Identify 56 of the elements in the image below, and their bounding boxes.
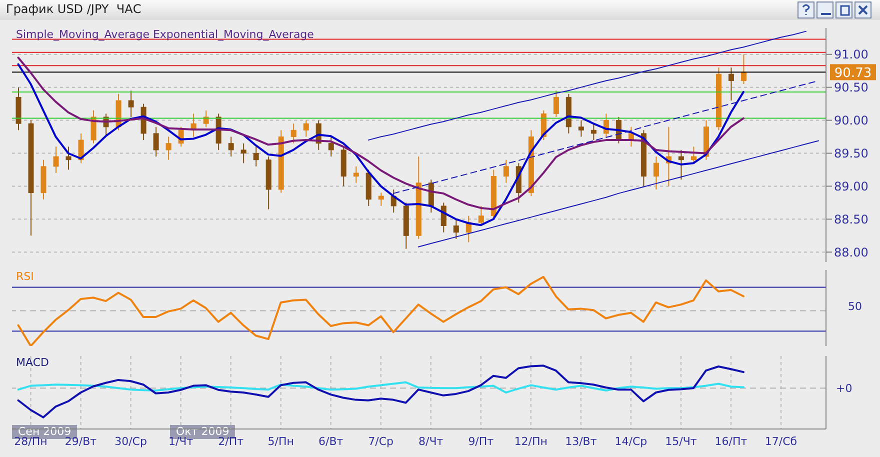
candlestick [678, 149, 684, 180]
candlestick [590, 123, 596, 141]
chart-title: MACD [16, 356, 49, 369]
candlestick [503, 159, 509, 184]
chart-title: График USD /JPY ЧАС [6, 2, 142, 16]
x-tick-label: 14/Ср [614, 434, 648, 448]
x-tick-label: 15/Чт [665, 434, 698, 448]
chart-title: RSI [16, 270, 34, 283]
x-tick-label: 12/Пн [514, 434, 548, 448]
candlestick [453, 218, 459, 240]
candlestick [90, 110, 96, 144]
candlestick [690, 146, 696, 164]
ref-line-label: +0 [836, 382, 852, 396]
candlestick [303, 120, 309, 138]
y-tick-label: 89.50 [834, 146, 868, 160]
text: 50 [848, 300, 862, 314]
candlestick [740, 54, 746, 85]
x-tick-label: 9/Пт [468, 434, 494, 448]
candlestick [240, 142, 246, 164]
candlestick [128, 90, 134, 118]
x-tick-label: 17/Сб [764, 434, 798, 448]
line-series [368, 30, 806, 141]
x-tick-label: 7/Ср [368, 434, 394, 448]
ref-line-label: 90.73 [834, 66, 872, 82]
candlestick [166, 136, 172, 160]
candlestick [153, 126, 159, 158]
line-series [418, 140, 819, 248]
candlestick [553, 90, 559, 118]
y-tick-label: 89.00 [834, 179, 868, 194]
candlestick [328, 136, 334, 158]
candlestick [378, 192, 384, 206]
chart-subtitle: Simple_Moving_Average Exponential_Moving_Average [16, 28, 314, 41]
x-tick-label: 8/Чт [418, 434, 444, 448]
y-tick-label: 88.50 [834, 212, 868, 226]
x-tick-label: 16/Пт [714, 434, 748, 448]
y-tick-label: 88.00 [834, 245, 868, 260]
x-tick-label: 30/Ср [114, 434, 147, 448]
y-tick-label: 90.50 [834, 80, 868, 95]
candlestick [290, 123, 296, 144]
candlestick [653, 156, 659, 190]
y-tick-label: 90.00 [834, 114, 868, 128]
x-tick-label: 5/Пн [268, 434, 294, 448]
candlestick [253, 146, 259, 167]
candlestick [728, 67, 734, 102]
candlestick [353, 166, 359, 184]
candlestick [78, 132, 84, 164]
x-tick-label: 13/Вт [565, 434, 598, 448]
candlestick [440, 202, 446, 233]
candlestick [53, 146, 59, 174]
candlestick [478, 205, 484, 226]
candlestick [66, 146, 72, 170]
y-tick-label: 91.00 [834, 48, 868, 62]
candlestick [578, 120, 584, 138]
x-tick-label: 6/Вт [318, 434, 344, 448]
candlestick [228, 136, 234, 158]
candlestick [203, 110, 209, 128]
